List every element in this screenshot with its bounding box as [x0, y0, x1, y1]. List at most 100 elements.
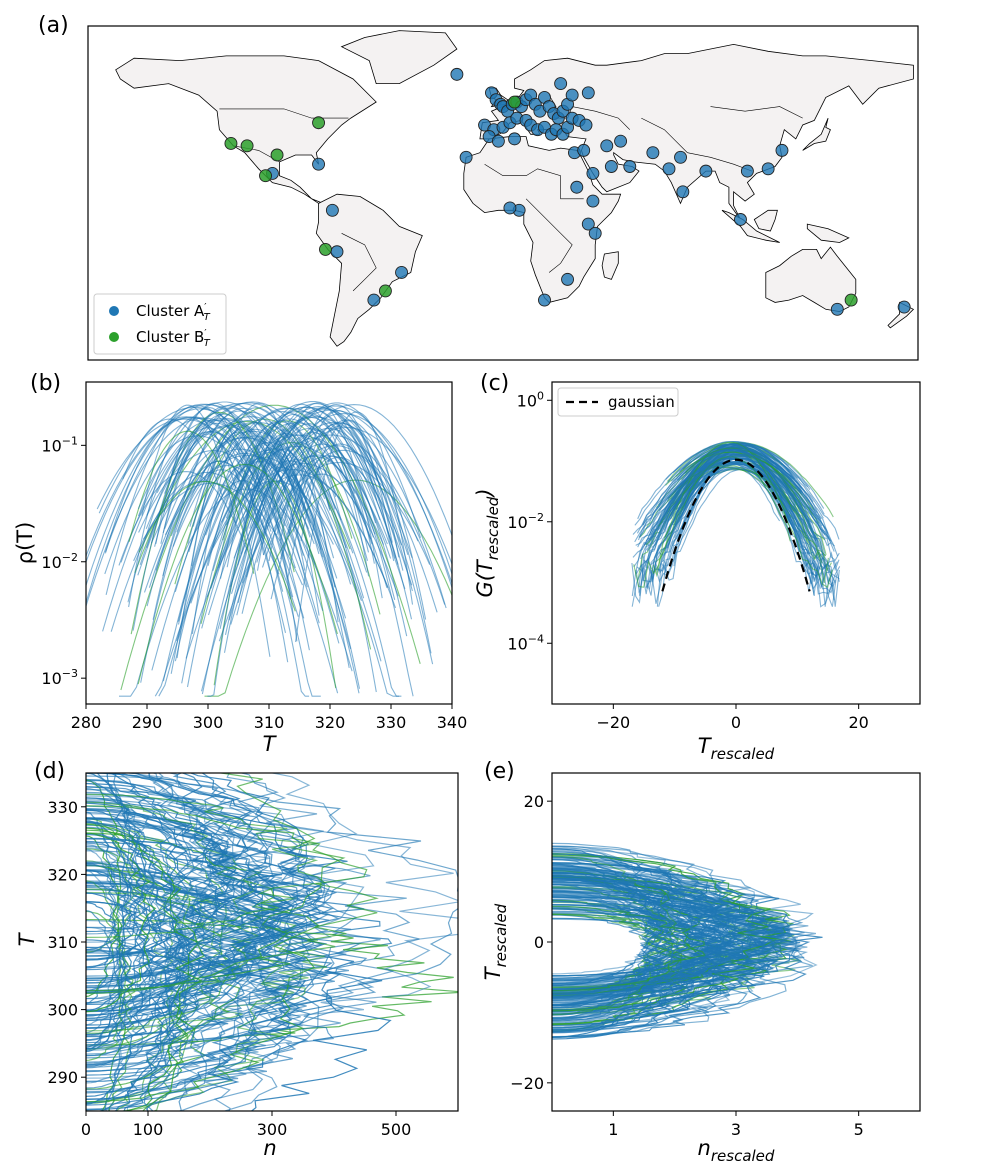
b-density-curve-126: [201, 427, 396, 695]
b-density-curve-68: [242, 444, 438, 613]
d-xtick-label-3: 500: [381, 1120, 412, 1139]
legend-b-sub: T: [204, 338, 211, 349]
station-a-20: [554, 77, 568, 91]
panel-c-legend: gaussian: [557, 387, 679, 417]
b-density-curve-143: [241, 406, 413, 592]
e-ytick-label-0: −20: [510, 1074, 544, 1093]
d-contour-56: [86, 813, 283, 943]
panel-c-xlabel-main: T: [698, 734, 713, 758]
d-contour-116: [86, 861, 381, 1066]
d-contour-138: [86, 775, 458, 1049]
panel-label-d: (d): [34, 759, 65, 784]
panel-b-xlabel: T: [263, 732, 278, 756]
e-contour-130: [552, 851, 723, 1031]
map-points-cluster-a: [265, 67, 911, 316]
b-density-curve-99: [292, 425, 395, 562]
legend-b-base: Cluster B: [136, 328, 204, 346]
country-border-7: [710, 106, 803, 119]
d-contour-124: [86, 823, 205, 1111]
e-contour-137: [552, 899, 785, 982]
panel-d-ticks: 0 100 300 500 290 300 310 320 330: [47, 798, 411, 1139]
b-ytick-label-2-base: 10: [41, 436, 61, 455]
b-density-curve-138: [127, 431, 294, 603]
d-contour-129: [86, 901, 254, 1111]
panel-e-ylabel-sub: rescaled: [492, 903, 510, 967]
panel-e-xlabel-main: n: [698, 1136, 711, 1160]
b-density-curve-133: [300, 420, 400, 558]
c-rescaled-curve-123: [670, 440, 829, 539]
station-a-53: [676, 185, 690, 199]
d-contour-81: [86, 946, 309, 1072]
e-contour-127: [552, 854, 779, 1012]
station-a-69: [561, 272, 575, 286]
d-contour-126: [86, 793, 326, 938]
d-contour-132: [86, 886, 252, 1111]
b-xtick-label-3: 310: [254, 713, 285, 732]
panel-label-a: (a): [38, 13, 69, 38]
c-ytick-label-1-exp: −2: [528, 511, 544, 524]
b-density-curve-79: [236, 427, 434, 665]
b-density-curve-111: [140, 469, 284, 683]
country-border-6: [341, 233, 377, 292]
landmass-new-guinea: [806, 223, 850, 243]
b-density-curve-118: [120, 417, 347, 619]
country-border-5: [525, 198, 573, 273]
b-density-curve-146: [151, 407, 406, 671]
c-ytick-label-2-exp: 0: [537, 389, 544, 402]
b-ytick-label-2: 10−1: [41, 434, 78, 455]
panel-label-b: (b): [30, 371, 61, 396]
d-contour-128: [86, 773, 177, 968]
panel-label-e: (e): [484, 759, 515, 784]
panel-c-ylabel-close: ): [473, 488, 497, 498]
landmass-japan: [802, 117, 831, 151]
station-a-70: [538, 293, 551, 307]
b-ytick-label-0: 10−3: [41, 667, 78, 688]
c-xtick-label-2: 20: [848, 713, 868, 732]
b-ytick-label-2-exp: −1: [62, 434, 78, 447]
c-rescaled-curve-112: [680, 448, 783, 518]
map-legend: Cluster A′ T Cluster B′ T: [93, 293, 227, 355]
e-contour-85: [552, 896, 690, 1016]
b-density-curve-105: [268, 429, 370, 577]
panel-label-c: (c): [480, 371, 509, 396]
b-xtick-label-5: 330: [376, 713, 407, 732]
panel-c-legend-box: [557, 387, 679, 417]
d-xtick-label-2: 300: [257, 1120, 288, 1139]
d-contour-121: [86, 865, 267, 980]
station-a-73: [897, 300, 911, 314]
station-a-63: [395, 266, 409, 279]
e-xtick-label-0: 1: [608, 1120, 618, 1139]
legend-a-base: Cluster A: [136, 302, 205, 320]
b-density-curve-135: [137, 463, 338, 685]
e-contour-139: [552, 872, 742, 1027]
station-a-68: [588, 226, 602, 240]
b-ytick-label-0-base: 10: [41, 669, 61, 688]
d-contour-114: [86, 926, 159, 1050]
e-contour-136: [552, 875, 804, 987]
b-density-curve-108: [168, 402, 262, 486]
b-density-curve-59: [141, 404, 237, 524]
gaussian-curve: [661, 458, 811, 592]
e-contour-128: [552, 875, 774, 1032]
c-ytick-label-1: 10−2: [507, 511, 544, 532]
b-density-curve-121: [162, 441, 352, 682]
d-contour-125: [86, 821, 176, 961]
d-contour-107: [86, 832, 320, 1103]
b-xtick-label-1: 290: [132, 713, 163, 732]
c-rescaled-curve-128: [646, 455, 811, 552]
station-b-7: [844, 293, 858, 307]
d-contour-136: [86, 780, 145, 969]
station-b-0: [224, 137, 238, 150]
station-a-38: [581, 86, 595, 100]
b-density-curve-104: [237, 429, 339, 623]
b-density-curve-141: [156, 402, 347, 549]
e-contour-37: [552, 882, 818, 1026]
station-a-55: [740, 164, 754, 178]
b-density-curve-4: [204, 479, 452, 697]
panel-d-contours: 0 100 300 500 290 300 310 320 330 n T: [15, 772, 459, 1160]
d-contour-90: [86, 883, 324, 1029]
panel-e-ticks: 1 3 5 −20 0 20: [510, 792, 864, 1139]
